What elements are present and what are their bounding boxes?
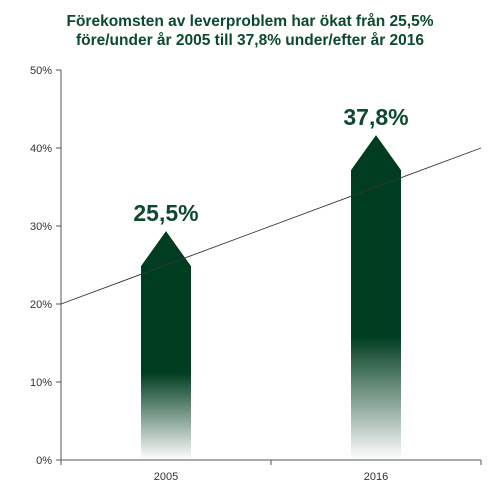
y-tick-label: 20% xyxy=(30,299,52,311)
bar-2016 xyxy=(351,135,401,460)
x-tick-label: 2005 xyxy=(154,471,178,483)
y-tick-label: 30% xyxy=(30,221,52,233)
y-tick-label: 40% xyxy=(30,143,52,155)
bar-2005 xyxy=(141,231,191,460)
y-tick-label: 50% xyxy=(30,65,52,77)
chart-title-line-2: före/under år 2005 till 37,8% under/efte… xyxy=(75,32,425,49)
y-tick-label: 10% xyxy=(30,377,52,389)
data-label-2016: 37,8% xyxy=(343,104,408,130)
y-tick-label: 0% xyxy=(36,455,52,467)
data-label-2005: 25,5% xyxy=(133,200,198,226)
trend-line xyxy=(60,147,482,305)
chart-title-line-1: Förekomsten av leverproblem har ökat frå… xyxy=(66,13,434,30)
x-tick-label: 2016 xyxy=(364,471,388,483)
chart-title: Förekomsten av leverproblem har ökat frå… xyxy=(0,12,500,50)
